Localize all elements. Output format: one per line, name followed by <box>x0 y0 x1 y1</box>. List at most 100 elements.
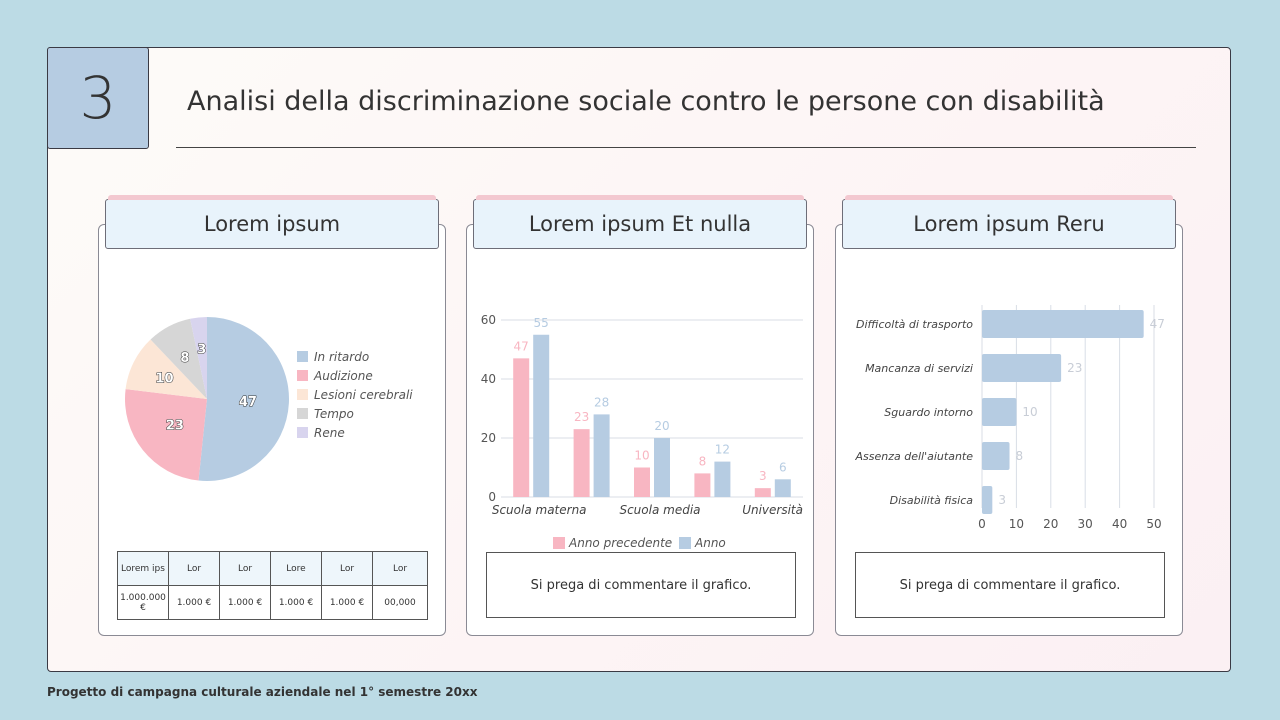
pie-data-label: 8 <box>180 351 189 366</box>
legend-label: Tempo <box>314 407 354 421</box>
bar-data-label: 8 <box>699 454 707 468</box>
y-tick-label: 20 <box>481 431 496 445</box>
bar-data-label: 8 <box>1016 449 1024 463</box>
pie-data-label: 23 <box>166 419 184 434</box>
x-tick-label: 30 <box>1078 517 1093 531</box>
slide-number: 3 <box>47 47 149 149</box>
bar <box>982 398 1017 426</box>
y-tick-label: Disabilità fisica <box>890 494 974 507</box>
table-cell: 1.000 € <box>219 585 271 620</box>
legend-swatch <box>553 537 565 549</box>
bar <box>714 461 731 497</box>
legend-label: Anno <box>694 536 726 550</box>
y-tick-label: 0 <box>488 490 496 504</box>
bar <box>533 334 550 497</box>
table-cell: 1.000.000 € <box>117 585 169 620</box>
table-cell: Lore <box>270 551 322 586</box>
pie-data-label: 10 <box>155 372 173 387</box>
legend-swatch <box>679 537 691 549</box>
card-bar: Lorem ipsum Et nulla 0 20 40 60 47 23 10 8 3 55 28… <box>466 195 814 636</box>
x-tick-label: 0 <box>978 517 986 531</box>
bar-data-label: 10 <box>1022 405 1037 419</box>
bar <box>982 310 1144 338</box>
bar-chart: 0 20 40 60 47 23 10 8 3 55 28 20 12 6 Scuola materna Sc… <box>481 313 803 550</box>
legend-swatch <box>297 408 308 419</box>
x-tick-label: 10 <box>1009 517 1024 531</box>
bar-data-label: 55 <box>534 316 549 330</box>
comment-box[interactable]: Si prega di commentare il grafico. <box>855 552 1165 618</box>
y-tick-label: Mancanza di servizi <box>865 362 973 375</box>
bar-data-label: 47 <box>1150 317 1165 331</box>
bar-data-label: 10 <box>634 449 649 463</box>
bar <box>982 442 1010 470</box>
legend-label: Lesioni cerebrali <box>314 388 413 402</box>
pie-data-label: 3 <box>197 342 206 357</box>
table-cell: Lor <box>219 551 271 586</box>
card-title: Lorem ipsum <box>105 195 439 249</box>
table-cell: Lor <box>372 551 428 586</box>
data-table: Lorem ips Lor Lor Lore Lor Lor 1.000.000… <box>117 551 428 620</box>
pie-slice <box>125 339 207 399</box>
legend-swatch <box>297 351 308 362</box>
horizontal-bar-chart: 0 10 20 30 40 50 47 Difficoltà di trasporto 23 Ma… <box>855 305 1165 531</box>
table-cell: 1.000 € <box>168 585 220 620</box>
bar <box>654 438 670 497</box>
table-cell: 1.000 € <box>321 585 373 620</box>
x-tick-label: 50 <box>1146 517 1161 531</box>
slide-title: Analisi della discriminazione sociale co… <box>187 86 1105 117</box>
table-cell: Lor <box>168 551 220 586</box>
y-tick-label: 60 <box>481 313 496 327</box>
x-tick-label: 40 <box>1112 517 1127 531</box>
bar-data-label: 20 <box>654 419 669 433</box>
pie-slice <box>198 317 289 481</box>
y-tick-label: Sguardo intorno <box>884 406 973 419</box>
table-header-row: Lorem ips Lor Lor Lore Lor Lor <box>117 551 428 586</box>
bar-data-label: 6 <box>779 460 787 474</box>
bar-data-label: 3 <box>998 493 1006 507</box>
bar-data-label: 28 <box>594 395 609 409</box>
comment-box[interactable]: Si prega di commentare il grafico. <box>486 552 796 618</box>
pie-slice <box>125 389 207 481</box>
bar <box>513 358 530 497</box>
bar <box>982 354 1062 382</box>
bar-data-label: 12 <box>715 443 730 457</box>
bar <box>634 467 650 497</box>
table-row: 1.000.000 € 1.000 € 1.000 € 1.000 € 1.00… <box>117 585 428 620</box>
pie-slice <box>190 317 207 399</box>
x-tick-label: 20 <box>1043 517 1058 531</box>
legend-label: Rene <box>314 426 345 440</box>
bar <box>774 479 791 497</box>
y-tick-label: Assenza dell'aiutante <box>855 450 974 463</box>
x-tick-label: Università <box>742 503 803 517</box>
bar-data-label: 3 <box>759 469 767 483</box>
bar-data-label: 23 <box>1067 361 1082 375</box>
legend-label: Audizione <box>313 369 373 383</box>
legend-swatch <box>297 370 308 381</box>
slide: 3 Analisi della discriminazione sociale … <box>47 47 1231 672</box>
legend-label: In ritardo <box>314 350 369 364</box>
y-tick-label: 40 <box>481 372 496 386</box>
pie-chart: 47 23 10 83 In ritardo Audizione Lesioni cereb… <box>125 317 413 481</box>
bar <box>593 414 610 497</box>
footer-text: Progetto di campagna culturale aziendale… <box>47 685 478 699</box>
card-pie: Lorem ipsum 47 23 10 8 3 In ritardo Audizione L… <box>98 195 446 636</box>
pie-slice <box>150 318 207 399</box>
bar-data-label: 47 <box>514 339 529 353</box>
x-tick-label: Scuola materna <box>492 503 587 517</box>
table-cell: Lor <box>321 551 373 586</box>
card-title: Lorem ipsum Et nulla <box>473 195 807 249</box>
table-cell: 00,000 <box>372 585 428 620</box>
legend-label: Anno precedente <box>568 536 672 550</box>
pie-data-label: 47 <box>239 395 257 410</box>
title-divider <box>176 147 1196 148</box>
y-tick-label: Difficoltà di trasporto <box>856 318 973 331</box>
bar <box>982 486 993 514</box>
legend-swatch <box>297 389 308 400</box>
x-tick-label: Scuola media <box>619 503 700 517</box>
bar-data-label: 23 <box>574 410 589 424</box>
card-hbar: Lorem ipsum Reru 0 10 20 30 40 50 47 Difficoltà… <box>835 195 1183 636</box>
card-title: Lorem ipsum Reru <box>842 195 1176 249</box>
legend-swatch <box>297 427 308 438</box>
bar <box>754 488 771 497</box>
bar <box>573 429 590 497</box>
